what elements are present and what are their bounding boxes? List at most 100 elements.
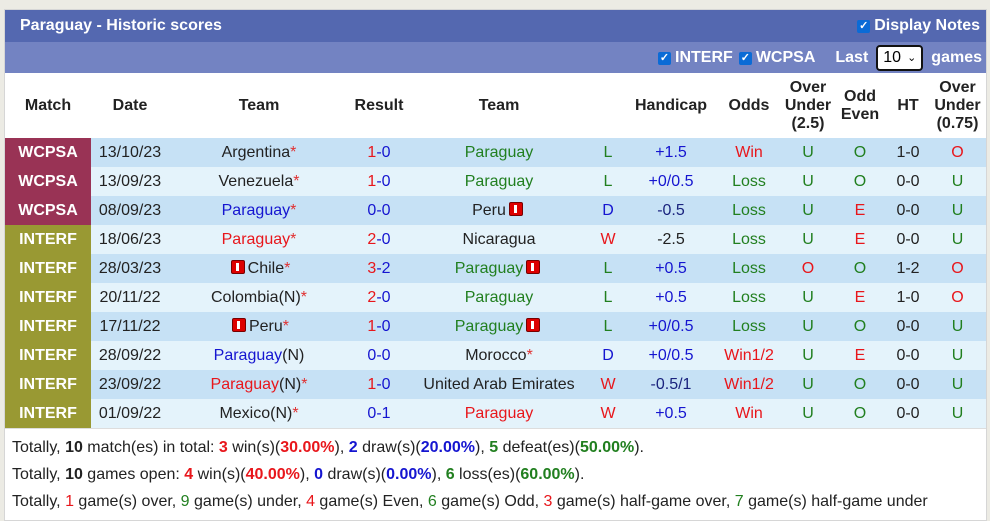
- odd-even: E: [833, 283, 887, 312]
- away-team[interactable]: Paraguay: [409, 399, 589, 428]
- summary-segment: 1: [65, 493, 74, 510]
- checkbox-checked-icon[interactable]: ✓: [658, 51, 672, 65]
- home-team[interactable]: Chile*: [169, 254, 349, 283]
- result[interactable]: 0-0: [349, 341, 409, 370]
- over-under-075-text: O: [951, 288, 964, 306]
- date-text: 17/11/22: [99, 317, 161, 335]
- away-team[interactable]: United Arab Emirates: [409, 370, 589, 399]
- home-team-name: Venezuela: [218, 172, 294, 190]
- match-type[interactable]: INTERF: [5, 399, 91, 428]
- table-row[interactable]: WCPSA 08/09/23 Paraguay* 0-0 Peru D -0.5 Loss U E…: [5, 196, 986, 225]
- odd-even: O: [833, 399, 887, 428]
- match-type[interactable]: WCPSA: [5, 138, 91, 167]
- table-row[interactable]: INTERF 20/11/22 Colombia(N)* 2-0 Paraguay L +0…: [5, 283, 986, 312]
- result[interactable]: 1-0: [349, 312, 409, 341]
- header-match: Match: [24, 96, 72, 114]
- red-card-icon: [231, 317, 246, 332]
- table-row[interactable]: INTERF 28/09/22 Paraguay(N) 0-0 Morocco* D +0/…: [5, 341, 986, 370]
- filter-interf[interactable]: ✓ INTERF: [658, 48, 733, 66]
- checkbox-checked-icon[interactable]: ✓: [738, 51, 752, 65]
- table-row[interactable]: WCPSA 13/09/23 Venezuela* 1-0 Paraguay L +0/0.…: [5, 167, 986, 196]
- summary-segment: 0.00%: [386, 466, 432, 483]
- match-type[interactable]: INTERF: [5, 341, 91, 370]
- home-team[interactable]: Colombia(N)*: [169, 283, 349, 312]
- summary-segment: games open:: [82, 466, 185, 483]
- away-team[interactable]: Paraguay: [409, 167, 589, 196]
- match-type[interactable]: INTERF: [5, 312, 91, 341]
- summary-segment: 2: [348, 439, 358, 456]
- table-row[interactable]: INTERF 17/11/22 Peru* 1-0 Paraguay L +0/0.5 Los…: [5, 312, 986, 341]
- over-under-0-75: O: [929, 254, 986, 283]
- win-loss: L: [589, 138, 627, 167]
- handicap: +0/0.5: [627, 312, 715, 341]
- match-type[interactable]: INTERF: [5, 254, 91, 283]
- date-text: 13/10/23: [98, 143, 162, 161]
- match-type[interactable]: INTERF: [5, 283, 91, 312]
- away-team[interactable]: Nicaragua: [409, 225, 589, 254]
- date-text: 20/11/22: [99, 288, 161, 306]
- table-row[interactable]: WCPSA 13/10/23 Argentina* 1-0 Paraguay L +1.5 W…: [5, 138, 986, 167]
- home-team[interactable]: Venezuela*: [169, 167, 349, 196]
- away-team-name: Paraguay: [464, 172, 534, 190]
- odds: Win: [715, 399, 783, 428]
- odds-text: Loss: [732, 230, 766, 248]
- table-row[interactable]: INTERF 18/06/23 Paraguay* 2-0 Nicaragua W -2.5…: [5, 225, 986, 254]
- home-team[interactable]: Paraguay*: [169, 196, 349, 225]
- odds-text: Loss: [732, 317, 766, 335]
- match-type[interactable]: WCPSA: [5, 167, 91, 196]
- filter-wcpsa[interactable]: ✓ WCPSA: [738, 48, 816, 66]
- result[interactable]: 1-0: [349, 370, 409, 399]
- score-separator: -: [376, 201, 382, 219]
- result[interactable]: 1-0: [349, 138, 409, 167]
- away-team[interactable]: Morocco*: [409, 341, 589, 370]
- win-loss-text: W: [600, 375, 616, 393]
- over-under-075-text: U: [951, 201, 964, 219]
- odds-text: Loss: [732, 201, 766, 219]
- away-team[interactable]: Peru: [409, 196, 589, 225]
- away-team[interactable]: Paraguay: [409, 254, 589, 283]
- home-team[interactable]: Peru*: [169, 312, 349, 341]
- over-under-075-text: O: [951, 143, 964, 161]
- match-type[interactable]: INTERF: [5, 225, 91, 254]
- table-row[interactable]: INTERF 28/03/23 Chile* 3-2 Paraguay L +0.5 Loss…: [5, 254, 986, 283]
- away-team[interactable]: Paraguay: [409, 312, 589, 341]
- star-marker: *: [290, 143, 297, 161]
- result[interactable]: 0-1: [349, 399, 409, 428]
- header-odd-even: Odd Even: [840, 87, 880, 123]
- handicap: -2.5: [627, 225, 715, 254]
- result[interactable]: 1-0: [349, 167, 409, 196]
- games-count-select[interactable]: 10 ⌄: [876, 44, 924, 71]
- table-row[interactable]: INTERF 23/09/22 Paraguay(N)* 1-0 United Arab…: [5, 370, 986, 399]
- summary-segment: ),: [475, 439, 490, 456]
- odd-even-text: O: [853, 404, 867, 422]
- odds: Loss: [715, 167, 783, 196]
- odd-even-text: O: [853, 375, 867, 393]
- summary-segment: Totally,: [12, 493, 66, 510]
- summary-segment: 50.00%: [579, 439, 635, 456]
- away-team[interactable]: Paraguay: [409, 283, 589, 312]
- score-separator: -: [376, 375, 382, 393]
- result[interactable]: 0-0: [349, 196, 409, 225]
- match-type[interactable]: INTERF: [5, 370, 91, 399]
- date: 28/09/22: [91, 341, 169, 370]
- result[interactable]: 3-2: [349, 254, 409, 283]
- away-team[interactable]: Paraguay: [409, 138, 589, 167]
- table-row[interactable]: INTERF 01/09/22 Mexico(N)* 0-1 Paraguay W +0.5…: [5, 399, 986, 428]
- match-label: WCPSA: [18, 201, 78, 219]
- checkbox-checked-icon[interactable]: ✓: [857, 20, 871, 33]
- result[interactable]: 2-0: [349, 283, 409, 312]
- match-type[interactable]: WCPSA: [5, 196, 91, 225]
- home-team-name: Chile: [247, 259, 285, 277]
- away-team-name: Paraguay: [454, 317, 524, 335]
- display-notes-toggle[interactable]: ✓ Display Notes: [857, 17, 980, 34]
- away-team-name: Nicaragua: [462, 230, 536, 248]
- home-team[interactable]: Paraguay(N)*: [169, 370, 349, 399]
- away-team-name: Paraguay: [464, 288, 534, 306]
- home-team[interactable]: Argentina*: [169, 138, 349, 167]
- away-team-name: Paraguay: [464, 143, 534, 161]
- home-team[interactable]: Paraguay*: [169, 225, 349, 254]
- result[interactable]: 2-0: [349, 225, 409, 254]
- over-under-text: U: [802, 288, 814, 306]
- home-team[interactable]: Paraguay(N): [169, 341, 349, 370]
- home-team[interactable]: Mexico(N)*: [169, 399, 349, 428]
